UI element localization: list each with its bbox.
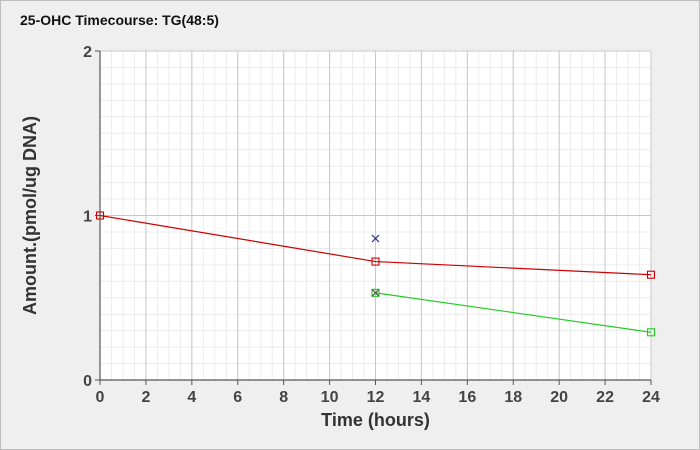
x-axis-title: Time (hours) [321, 410, 430, 430]
data-point-square [371, 257, 380, 266]
series-line-1 [99, 214, 652, 276]
series-line-2 [375, 292, 652, 333]
x-tick-label: 22 [596, 389, 614, 406]
x-tick-label: 24 [642, 389, 660, 406]
x-tick-label: 12 [367, 389, 385, 406]
x-tick-label: 4 [187, 389, 196, 406]
x-tick-label: 20 [550, 389, 568, 406]
x-tick-label: 14 [413, 389, 431, 406]
data-point-cross [371, 234, 380, 243]
y-tick-label: 0 [83, 373, 92, 390]
data-point-square [646, 328, 656, 337]
x-tick-label: 6 [233, 389, 242, 406]
x-tick-label: 16 [458, 389, 476, 406]
x-tick-label: 0 [96, 389, 105, 406]
y-tick-label: 2 [83, 44, 92, 61]
x-tick-label: 8 [279, 389, 288, 406]
data-point-cross [371, 288, 380, 297]
data-point-square [95, 211, 105, 220]
x-tick-label: 18 [504, 389, 522, 406]
chart-title: 25-OHC Timecourse: TG(48:5) [20, 12, 219, 28]
data-point-square [646, 270, 656, 279]
y-axis-title: Amount.(pmol/ug DNA) [20, 116, 40, 315]
data-point-square [371, 288, 380, 297]
x-tick-label: 10 [321, 389, 339, 406]
y-tick-label: 1 [83, 209, 92, 226]
x-tick-label: 2 [141, 389, 150, 406]
